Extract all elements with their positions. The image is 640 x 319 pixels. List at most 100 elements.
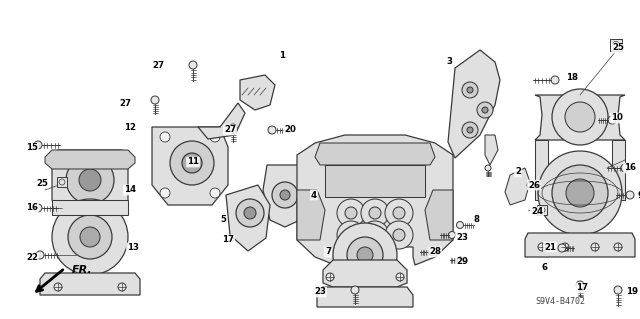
Polygon shape xyxy=(297,135,453,265)
Bar xyxy=(57,177,67,187)
Circle shape xyxy=(538,151,622,235)
Circle shape xyxy=(467,127,473,133)
Polygon shape xyxy=(226,185,270,251)
Text: 4: 4 xyxy=(311,190,317,199)
Polygon shape xyxy=(323,260,407,287)
Circle shape xyxy=(345,229,357,241)
Circle shape xyxy=(485,165,491,171)
Circle shape xyxy=(527,182,533,188)
Text: 15: 15 xyxy=(26,144,38,152)
Circle shape xyxy=(210,188,220,198)
Circle shape xyxy=(538,243,546,251)
Circle shape xyxy=(462,82,478,98)
Text: 21: 21 xyxy=(544,242,556,251)
Polygon shape xyxy=(505,168,530,205)
Circle shape xyxy=(80,227,100,247)
Circle shape xyxy=(68,215,112,259)
Text: 25: 25 xyxy=(36,179,48,188)
Circle shape xyxy=(361,199,389,227)
Circle shape xyxy=(54,283,62,291)
Polygon shape xyxy=(198,103,245,139)
Text: 16: 16 xyxy=(26,204,38,212)
Circle shape xyxy=(244,207,256,219)
Circle shape xyxy=(393,207,405,219)
Text: 16: 16 xyxy=(624,164,636,173)
Text: 8: 8 xyxy=(473,216,479,225)
Text: 5: 5 xyxy=(220,216,226,225)
Circle shape xyxy=(34,141,42,149)
Circle shape xyxy=(614,286,622,294)
Circle shape xyxy=(333,223,397,287)
Circle shape xyxy=(268,126,276,134)
Circle shape xyxy=(552,165,608,221)
Polygon shape xyxy=(52,200,128,215)
Text: 17: 17 xyxy=(576,284,588,293)
Polygon shape xyxy=(425,190,453,240)
Circle shape xyxy=(272,182,298,208)
Circle shape xyxy=(52,199,128,275)
Text: 22: 22 xyxy=(26,254,38,263)
Circle shape xyxy=(576,281,584,289)
Circle shape xyxy=(449,232,456,239)
Text: FR.: FR. xyxy=(72,265,93,275)
Text: 18: 18 xyxy=(566,72,578,81)
Text: 7: 7 xyxy=(325,248,331,256)
Text: 29: 29 xyxy=(456,257,468,266)
Text: 23: 23 xyxy=(456,234,468,242)
Polygon shape xyxy=(325,165,425,197)
Circle shape xyxy=(361,221,389,249)
Circle shape xyxy=(280,190,290,200)
Polygon shape xyxy=(485,135,498,165)
Circle shape xyxy=(160,188,170,198)
Text: 2: 2 xyxy=(515,167,521,176)
Polygon shape xyxy=(40,273,140,295)
Circle shape xyxy=(591,243,599,251)
Polygon shape xyxy=(448,50,500,158)
Text: 12: 12 xyxy=(124,123,136,132)
Text: 23: 23 xyxy=(314,287,326,296)
Polygon shape xyxy=(315,143,435,165)
Text: 26: 26 xyxy=(528,181,540,189)
Circle shape xyxy=(189,61,197,69)
Circle shape xyxy=(558,244,566,252)
Text: 19: 19 xyxy=(626,287,638,296)
Circle shape xyxy=(482,107,488,113)
Polygon shape xyxy=(152,127,228,205)
Text: 24: 24 xyxy=(531,207,543,217)
Circle shape xyxy=(229,124,237,132)
Text: 20: 20 xyxy=(284,125,296,135)
Text: 14: 14 xyxy=(124,186,136,195)
Circle shape xyxy=(608,116,616,124)
Circle shape xyxy=(467,87,473,93)
Text: 6: 6 xyxy=(541,263,547,272)
Circle shape xyxy=(369,229,381,241)
Circle shape xyxy=(357,247,373,263)
Circle shape xyxy=(326,273,334,281)
Circle shape xyxy=(614,243,622,251)
Text: 27: 27 xyxy=(152,61,164,70)
Circle shape xyxy=(385,221,413,249)
Circle shape xyxy=(351,286,359,294)
Circle shape xyxy=(337,221,365,249)
Polygon shape xyxy=(297,190,325,240)
Circle shape xyxy=(462,122,478,138)
Text: S9V4-B4702: S9V4-B4702 xyxy=(535,298,585,307)
Text: 27: 27 xyxy=(119,99,131,108)
Bar xyxy=(537,205,547,215)
Text: 28: 28 xyxy=(429,248,441,256)
Text: 17: 17 xyxy=(222,235,234,244)
Text: 11: 11 xyxy=(187,158,199,167)
Polygon shape xyxy=(240,75,275,110)
Polygon shape xyxy=(45,150,135,169)
Circle shape xyxy=(210,132,220,142)
Circle shape xyxy=(79,169,101,191)
Circle shape xyxy=(385,199,413,227)
Polygon shape xyxy=(52,150,128,215)
Circle shape xyxy=(170,141,214,185)
Circle shape xyxy=(369,207,381,219)
Polygon shape xyxy=(612,140,625,200)
Circle shape xyxy=(151,96,159,104)
Circle shape xyxy=(551,76,559,84)
Circle shape xyxy=(160,132,170,142)
Circle shape xyxy=(621,164,629,172)
